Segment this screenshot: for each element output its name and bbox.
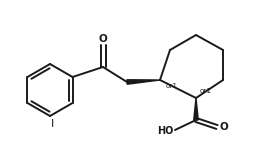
- Text: O: O: [99, 34, 107, 44]
- Polygon shape: [127, 80, 160, 84]
- Text: or1: or1: [166, 83, 178, 89]
- Text: HO: HO: [157, 126, 173, 136]
- Text: or1: or1: [200, 88, 212, 94]
- Polygon shape: [194, 98, 198, 120]
- Text: I: I: [50, 119, 54, 129]
- Text: O: O: [220, 122, 228, 132]
